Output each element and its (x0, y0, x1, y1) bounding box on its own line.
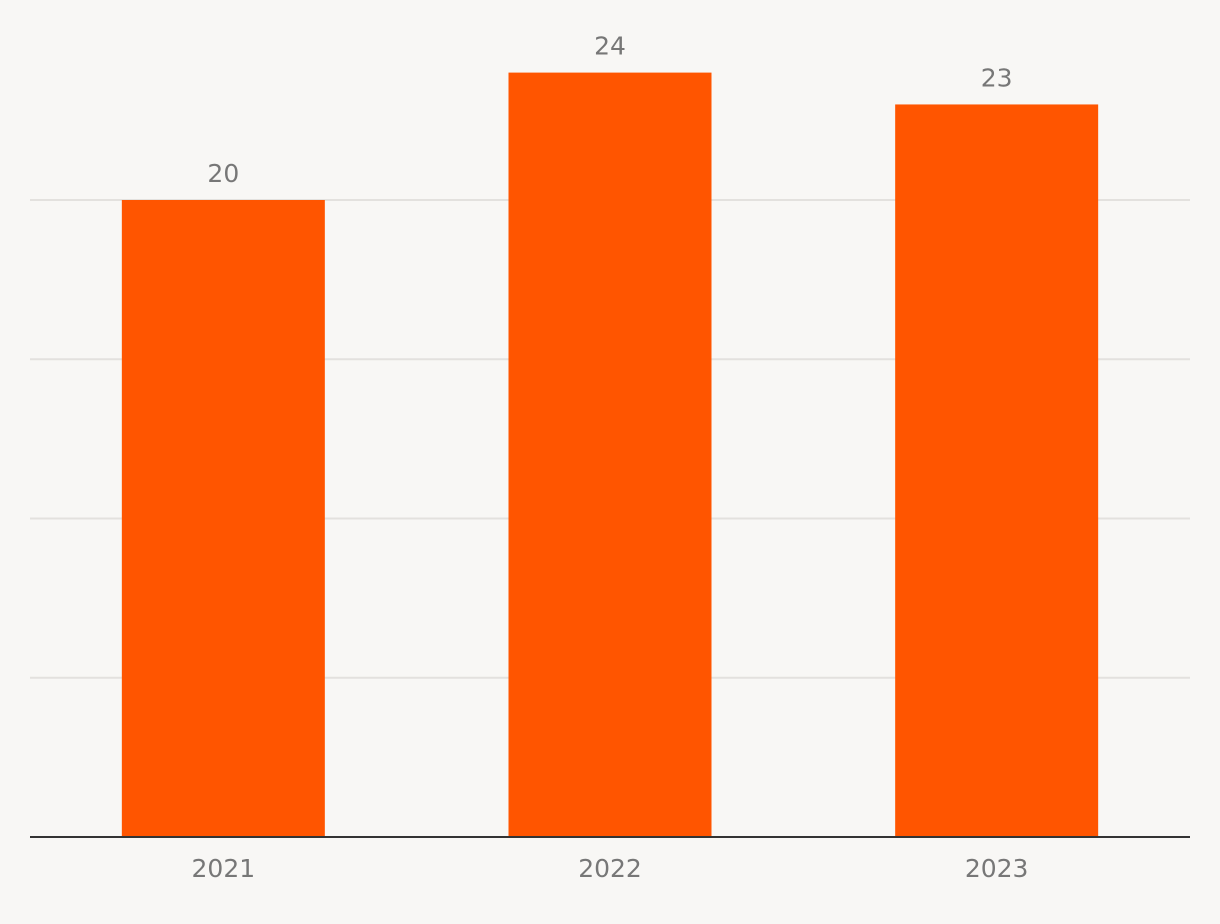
value-label-2021: 20 (207, 159, 239, 188)
bar-2022 (508, 72, 712, 838)
value-label-2023: 23 (981, 63, 1013, 92)
value-labels: 20 24 23 (207, 32, 1012, 188)
bars (121, 72, 1099, 838)
bar-2021 (121, 200, 325, 837)
bar-2023 (895, 104, 1099, 837)
x-tick-labels: 2021 2022 2023 (192, 854, 1029, 883)
x-tick-2023: 2023 (965, 854, 1029, 883)
value-label-2022: 24 (594, 32, 626, 61)
x-tick-2021: 2021 (192, 854, 256, 883)
x-tick-2022: 2022 (578, 854, 642, 883)
